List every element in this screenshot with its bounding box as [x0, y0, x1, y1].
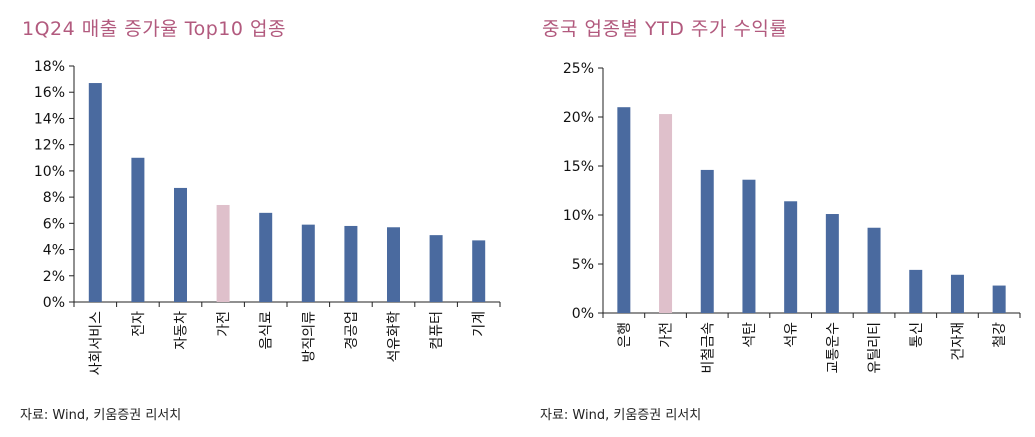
- y-tick-label: 25%: [563, 61, 594, 77]
- y-tick-label: 5%: [572, 257, 594, 273]
- chart-source: 자료: Wind, 키움증권 리서치: [540, 408, 702, 423]
- chart-source: 자료: Wind, 키움증권 리서치: [20, 408, 182, 423]
- ytd-return-bar-chart: 0% 5% 10% 15% 20% 25% 은행 가전 비철금속 석탄 석유 교통운수 유틸리티 통신 건자…: [563, 61, 1021, 374]
- chart-title: 1Q24 매출 증가율 Top10 업종: [22, 18, 286, 40]
- x-category-label: 석유화학: [387, 311, 403, 363]
- bar: [992, 285, 1006, 313]
- y-tick-label: 4%: [43, 243, 65, 259]
- x-category-label: 가전: [216, 311, 232, 337]
- y-tick-label: 15%: [563, 159, 594, 175]
- y-tick-label: 2%: [43, 269, 65, 285]
- y-tick-label: 14%: [34, 111, 65, 127]
- x-category-label: 가전: [659, 322, 675, 348]
- x-category-label: 컴퓨터: [429, 311, 445, 350]
- x-category-label: 경공업: [344, 311, 360, 350]
- y-tick-label: 8%: [43, 190, 65, 206]
- bar: [825, 214, 839, 313]
- x-category-label: 통신: [909, 322, 925, 348]
- x-category-label: 은행: [617, 322, 633, 348]
- bar: [784, 201, 798, 313]
- y-tick-label: 10%: [34, 164, 65, 180]
- sales-growth-bar-chart: 0% 2% 4% 6% 8% 10% 12% 14% 16% 18% 사회서비스 전자 자동차 가전 음식료…: [34, 59, 501, 376]
- x-category-label: 건자재: [950, 322, 966, 361]
- x-category-label: 사회서비스: [88, 311, 104, 376]
- bar: [174, 187, 187, 302]
- y-tick-label: 0%: [572, 306, 594, 322]
- bar: [700, 169, 714, 313]
- y-tick-label: 16%: [34, 85, 65, 101]
- bar: [387, 227, 400, 302]
- bar: [216, 204, 230, 302]
- x-category-label: 음식료: [259, 311, 275, 350]
- y-tick-label: 0%: [43, 295, 65, 311]
- x-category-label: 방직의류: [301, 311, 317, 363]
- x-category-label: 비철금속: [700, 322, 716, 374]
- x-category-label: 석유: [784, 322, 800, 348]
- bar: [131, 157, 145, 302]
- x-category-label: 자동차: [174, 311, 190, 350]
- bar: [344, 225, 358, 302]
- bar: [867, 227, 881, 313]
- bar: [742, 179, 756, 313]
- x-category-label: 석탄: [742, 322, 758, 348]
- y-tick-label: 6%: [43, 216, 65, 232]
- x-category-label: 기계: [472, 311, 488, 337]
- chart-panel-ytd-return: 중국 업종별 YTD 주가 수익률 0% 5% 10% 15% 20% 25% 은행 가전 비철…: [520, 0, 1035, 437]
- chart-title: 중국 업종별 YTD 주가 수익률: [542, 18, 788, 40]
- bar: [429, 235, 443, 302]
- bar: [617, 107, 631, 313]
- bar: [950, 274, 964, 313]
- bar: [472, 240, 486, 302]
- chart-panel-sales-growth: 1Q24 매출 증가율 Top10 업종 0% 2% 4% 6% 8% 10% 12% 14%…: [0, 0, 515, 437]
- bar: [88, 83, 102, 303]
- y-tick-label: 20%: [563, 110, 594, 126]
- y-tick-label: 18%: [34, 59, 65, 75]
- x-category-label: 교통운수: [825, 322, 841, 374]
- y-tick-label: 12%: [34, 138, 65, 154]
- bar: [909, 269, 923, 313]
- bar: [259, 212, 273, 302]
- x-category-label: 전자: [131, 311, 147, 337]
- bar: [301, 224, 315, 302]
- y-tick-label: 10%: [563, 208, 594, 224]
- bar: [659, 114, 673, 313]
- x-category-label: 철강: [992, 322, 1008, 348]
- x-category-label: 유틸리티: [867, 322, 883, 374]
